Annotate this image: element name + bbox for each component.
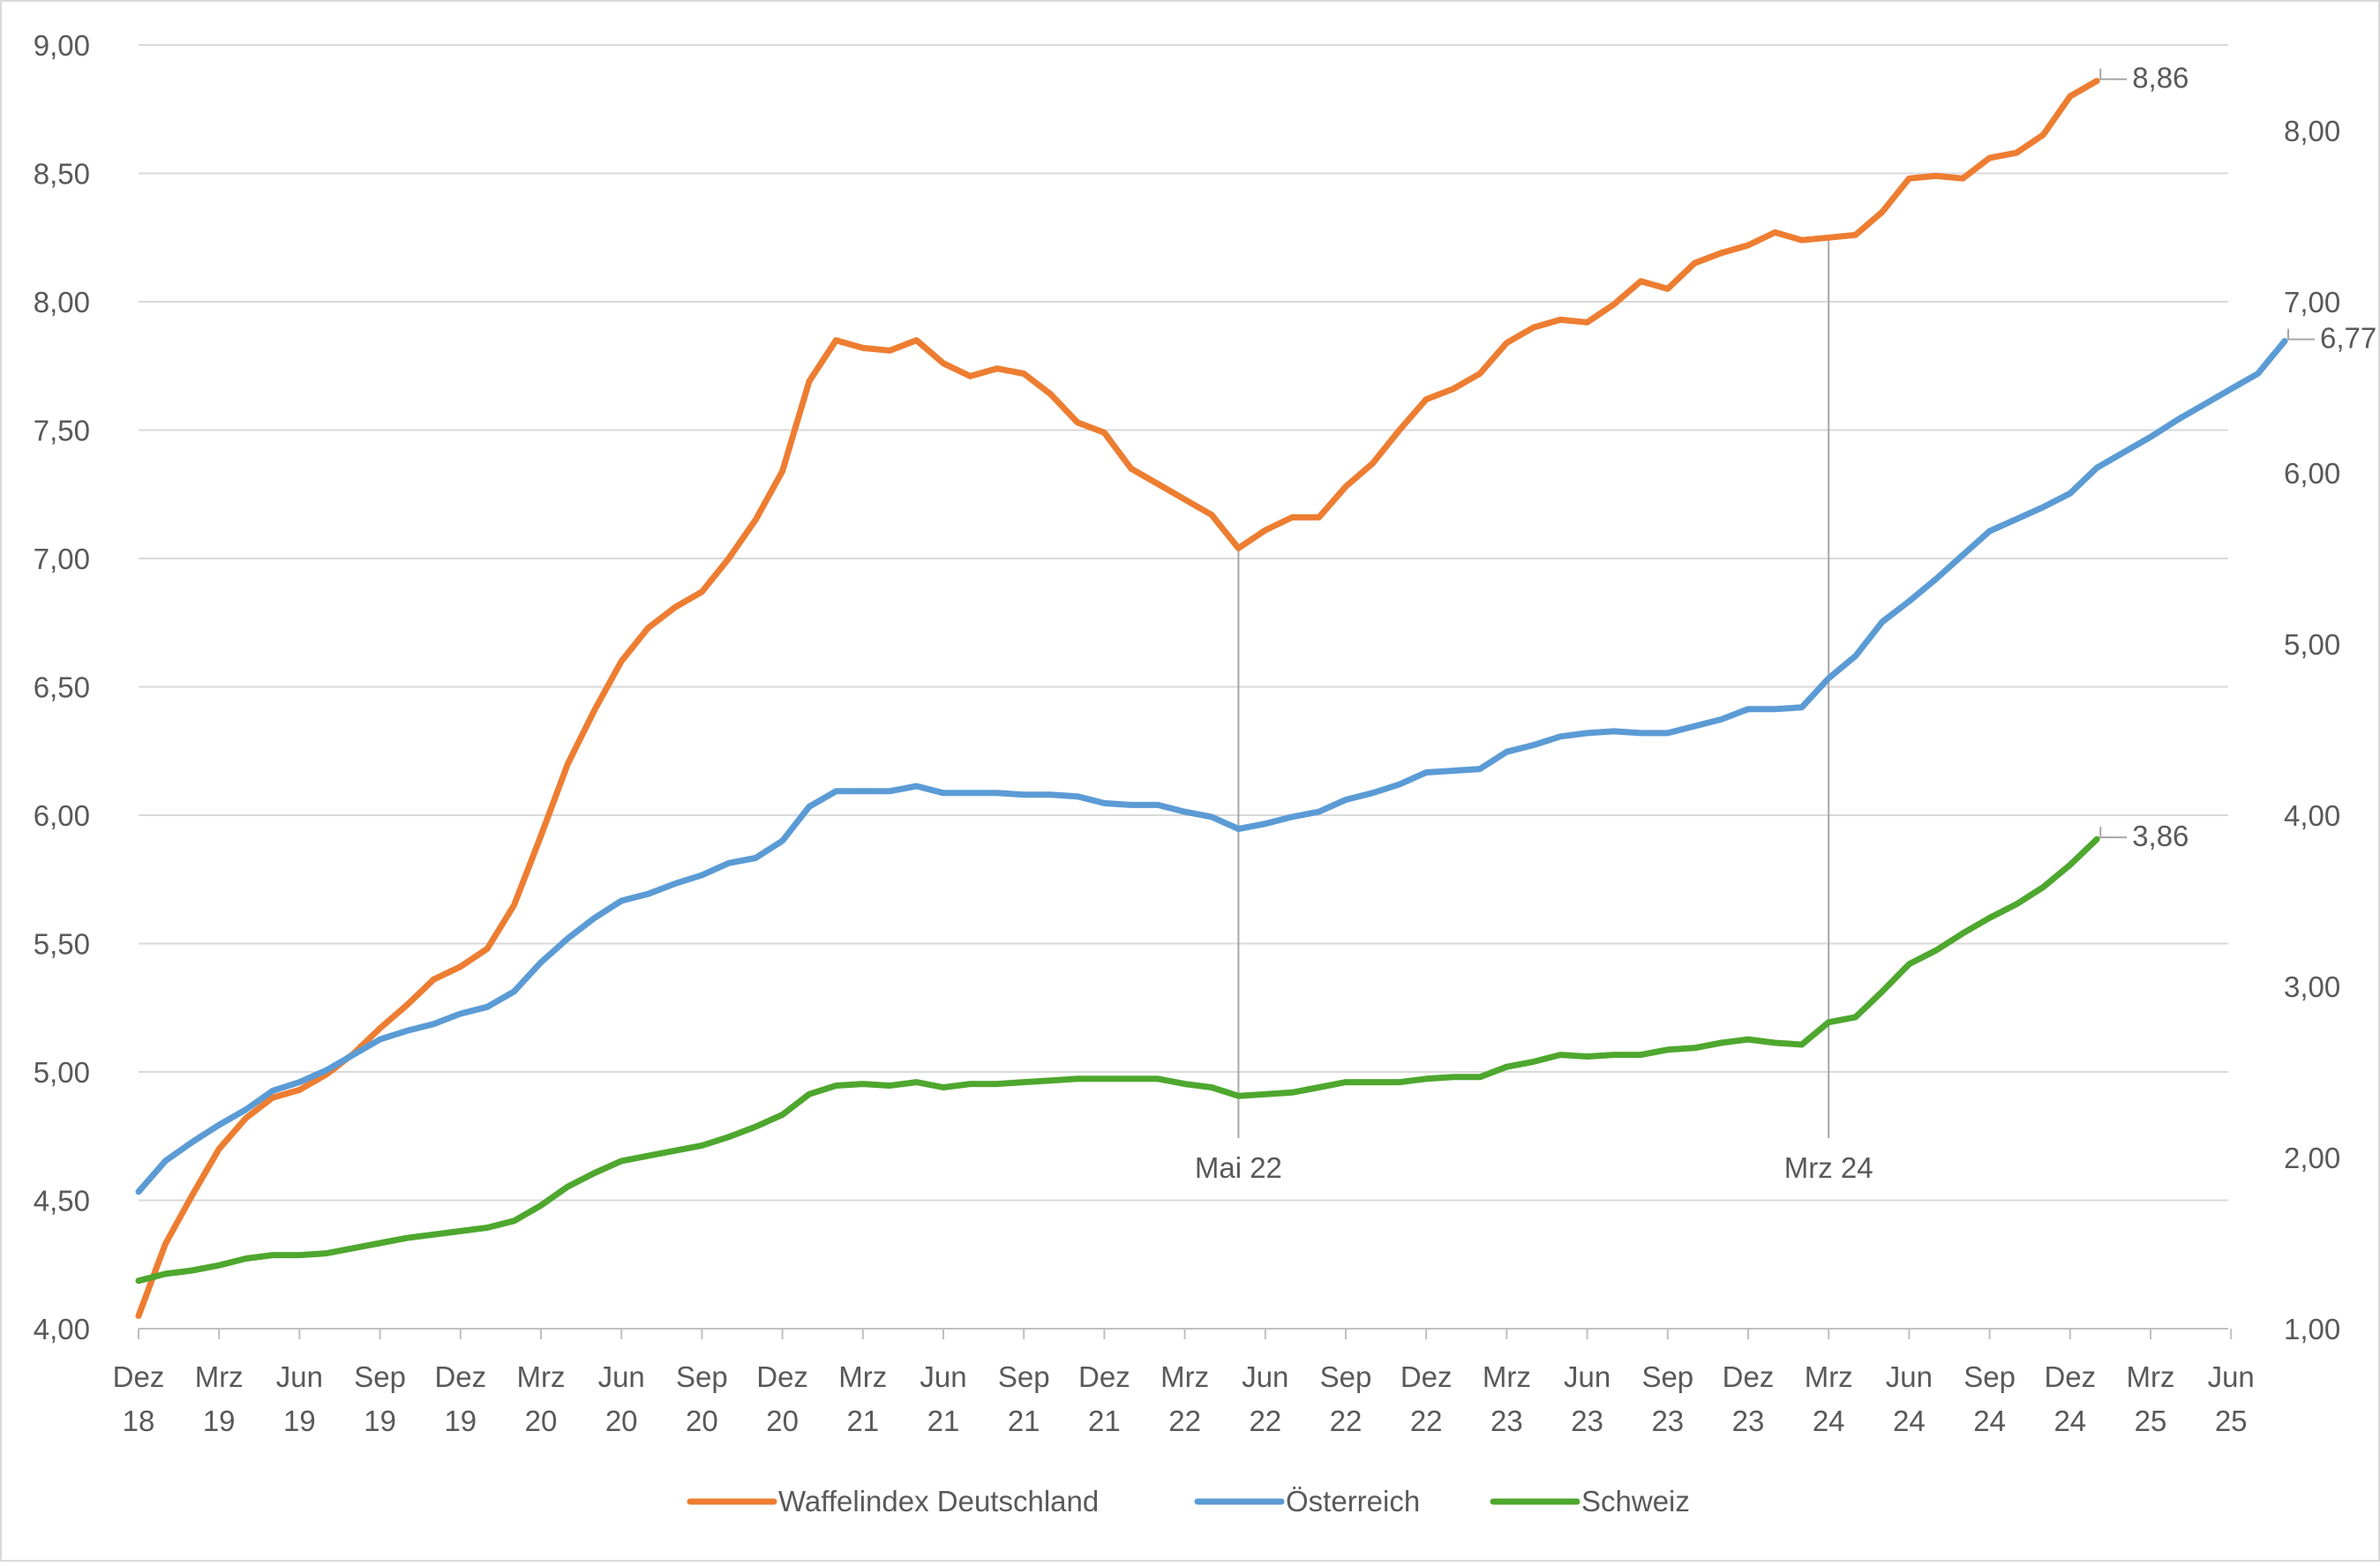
x-tick-label-year: 20 — [605, 1405, 638, 1437]
x-tick-label-year: 23 — [1571, 1405, 1603, 1437]
y-left-tick-label: 8,00 — [34, 286, 90, 318]
x-tick-label-month: Mrz — [1483, 1360, 1531, 1393]
y-right-tick-label: 5,00 — [2284, 628, 2340, 661]
x-tick-label-year: 20 — [766, 1405, 799, 1437]
x-tick-label-month: Dez — [113, 1360, 165, 1393]
x-tick-label-year: 23 — [1490, 1405, 1523, 1437]
data-label-end: 3,86 — [2132, 820, 2189, 852]
legend-label: Österreich — [1286, 1485, 1420, 1517]
x-tick-label-year: 20 — [525, 1405, 558, 1437]
data-label-end: 6,77 — [2320, 322, 2376, 355]
y-left-tick-label: 6,50 — [34, 671, 90, 704]
series-line — [135, 835, 2100, 1285]
series-lines — [135, 78, 2288, 1319]
legend-label: Schweiz — [1581, 1485, 1690, 1517]
x-tick-label-year: 21 — [1008, 1405, 1040, 1437]
x-tick-label-month: Dez — [1400, 1360, 1453, 1393]
x-tick-label-year: 21 — [927, 1405, 960, 1437]
y-left-tick-label: 8,50 — [34, 158, 90, 191]
x-tick-label-year: 22 — [1330, 1405, 1363, 1437]
x-tick-label-year: 24 — [1893, 1405, 1926, 1437]
x-tick-label-year: 22 — [1168, 1405, 1201, 1437]
x-tick-label-month: Mrz — [195, 1360, 244, 1393]
legend: Waffelindex Deutschland Österreich Schweiz — [687, 1485, 1690, 1517]
x-tick-label-year: 19 — [444, 1405, 477, 1437]
x-tick-label-month: Jun — [1242, 1360, 1288, 1393]
x-tick-label-month: Sep — [1641, 1360, 1693, 1393]
y-right-tick-label: 1,00 — [2284, 1313, 2340, 1345]
y-left-tick-label: 5,50 — [34, 928, 90, 961]
x-tick-label-year: 19 — [203, 1405, 236, 1437]
x-tick-label-month: Dez — [1723, 1360, 1775, 1393]
x-tick-label-month: Sep — [1963, 1360, 2016, 1393]
y-left-tick-label: 9,00 — [34, 29, 90, 62]
axes: 4,00 4,50 5,00 5,50 6,00 6,50 7,00 7,50 8,00 8,50… — [34, 29, 2340, 1437]
y-right-tick-label: 4,00 — [2284, 799, 2340, 832]
x-tick-label-year: 24 — [2053, 1405, 2086, 1437]
data-label-leader — [2287, 328, 2315, 341]
x-tick-label-month: Mrz — [1805, 1360, 1853, 1393]
x-tick-label-year: 21 — [1088, 1405, 1121, 1437]
x-tick-label-month: Jun — [2208, 1360, 2255, 1393]
x-tick-label-month: Jun — [598, 1360, 645, 1393]
x-tick-label-month: Sep — [1320, 1360, 1372, 1393]
legend-label: Waffelindex Deutschland — [778, 1485, 1099, 1517]
x-tick-label-month: Dez — [756, 1360, 808, 1393]
y-left-tick-label: 7,00 — [34, 543, 90, 575]
series-line — [135, 338, 2288, 1195]
x-tick-label-month: Dez — [434, 1360, 486, 1393]
x-tick-label-year: 25 — [2215, 1405, 2248, 1437]
x-tick-label-month: Dez — [1078, 1360, 1130, 1393]
y-right-tick-label: 7,00 — [2284, 286, 2340, 318]
x-tick-label-year: 18 — [123, 1405, 155, 1437]
x-tick-label-month: Sep — [676, 1360, 728, 1393]
x-tick-label-month: Jun — [276, 1360, 323, 1393]
x-tick-label-month: Jun — [1886, 1360, 1933, 1393]
x-tick-label-month: Mrz — [1160, 1360, 1209, 1393]
y-right-tick-label: 3,00 — [2284, 970, 2340, 1003]
y-right-tick-label: 8,00 — [2284, 115, 2340, 147]
x-tick-label-year: 19 — [364, 1405, 396, 1437]
x-tick-label-year: 22 — [1249, 1405, 1281, 1437]
x-tick-label-month: Mrz — [2127, 1360, 2175, 1393]
y-left-tick-label: 5,00 — [34, 1056, 90, 1089]
x-tick-label-month: Jun — [1564, 1360, 1610, 1393]
data-labels: 8,86 6,77 3,86 — [2099, 62, 2376, 852]
x-tick-label-year: 23 — [1651, 1405, 1684, 1437]
y-left-tick-label: 6,00 — [34, 799, 90, 832]
y-left-tick-label: 4,00 — [34, 1313, 90, 1345]
y-right-tick-label: 6,00 — [2284, 457, 2340, 490]
x-tick-label-year: 21 — [846, 1405, 879, 1437]
x-tick-label-year: 19 — [283, 1405, 316, 1437]
x-tick-label-month: Sep — [998, 1360, 1050, 1393]
y-right-tick-label: 2,00 — [2284, 1142, 2340, 1174]
annotation-label: Mrz 24 — [1784, 1151, 1873, 1184]
x-tick-label-year: 25 — [2135, 1405, 2167, 1437]
x-tick-label-year: 22 — [1410, 1405, 1443, 1437]
data-label-leader — [2099, 827, 2128, 839]
x-tick-label-year: 24 — [1973, 1405, 2006, 1437]
x-tick-label-month: Mrz — [838, 1360, 887, 1393]
x-tick-label-month: Jun — [920, 1360, 966, 1393]
x-tick-label-month: Sep — [354, 1360, 406, 1393]
series-line — [135, 78, 2100, 1319]
gridlines — [139, 44, 2228, 1330]
annotation-label: Mai 22 — [1195, 1151, 1282, 1184]
x-tick-label-month: Dez — [2044, 1360, 2096, 1393]
annotations: Mai 22 Mrz 24 — [1195, 237, 1873, 1184]
y-left-tick-label: 7,50 — [34, 415, 90, 447]
x-tick-label-month: Mrz — [517, 1360, 566, 1393]
data-label-end: 8,86 — [2132, 62, 2189, 94]
x-tick-label-year: 23 — [1732, 1405, 1765, 1437]
data-label-leader — [2099, 68, 2128, 80]
y-left-tick-label: 4,50 — [34, 1185, 90, 1218]
x-tick-label-year: 20 — [686, 1405, 718, 1437]
x-tick-label-year: 24 — [1813, 1405, 1845, 1437]
